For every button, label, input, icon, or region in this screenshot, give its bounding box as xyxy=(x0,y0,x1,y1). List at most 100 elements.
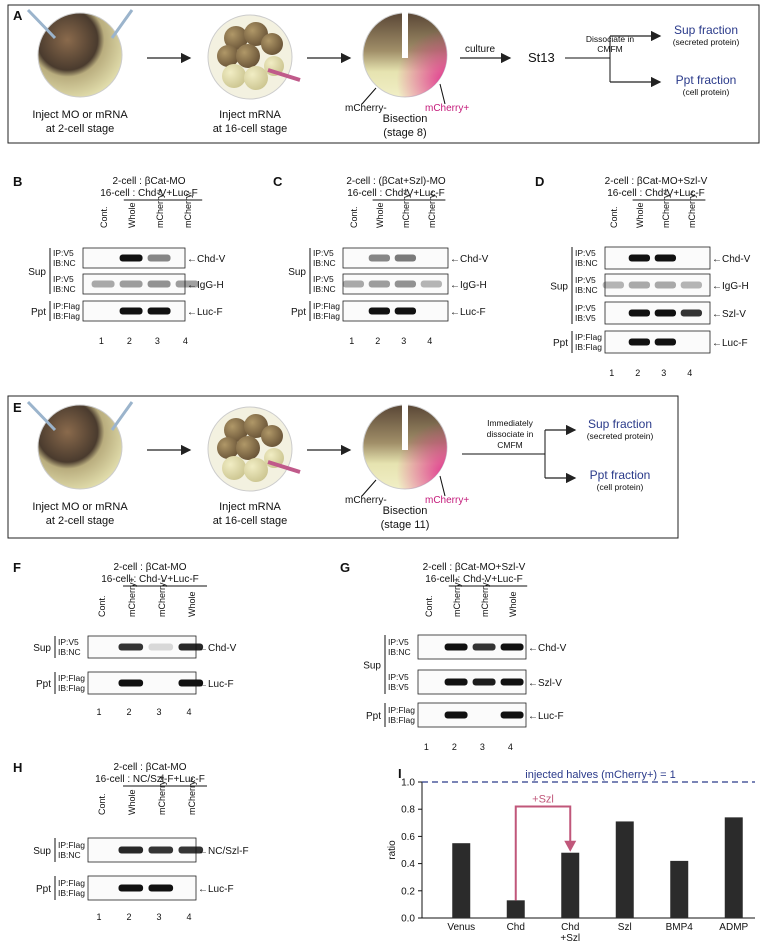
step2-caption-line2: at 16-cell stage xyxy=(213,515,288,527)
y-axis-label: ratio xyxy=(387,840,398,860)
ib-label: IB:NC xyxy=(388,647,411,657)
ppt-fraction-sub: (cell protein) xyxy=(597,482,644,492)
protein-band xyxy=(472,643,496,651)
band-label: ←Chd-V xyxy=(450,254,489,265)
lane-label: Whole xyxy=(375,202,385,228)
ip-label: IP:V5 xyxy=(313,248,334,258)
lane-number: 4 xyxy=(508,742,513,752)
protein-band xyxy=(119,280,143,288)
blot-header-line2: 16-cell : Chd-V+Luc-F xyxy=(425,574,523,585)
protein-band xyxy=(472,678,496,686)
y-tick-label: 0.0 xyxy=(401,914,415,925)
lane-label: Whole xyxy=(508,591,518,617)
bar xyxy=(724,817,743,918)
protein-band xyxy=(368,307,391,315)
ip-label: IP:Flag xyxy=(388,705,415,715)
y-tick-label: 0.4 xyxy=(401,859,415,870)
protein-band xyxy=(119,254,143,262)
lane-number: 4 xyxy=(427,336,432,346)
ib-label: IB:NC xyxy=(58,647,81,657)
protein-band xyxy=(148,884,174,892)
protein-band xyxy=(178,679,204,687)
panel-d: D 2-cell : βCat-MO+Szl-V16-cell : Chd-V+L… xyxy=(535,174,751,378)
ip-label: IP:V5 xyxy=(53,248,74,258)
step2-caption-line2: at 16-cell stage xyxy=(213,123,288,135)
protein-band xyxy=(147,307,171,315)
szl-arrow xyxy=(514,805,572,901)
protein-band xyxy=(654,281,677,289)
ip-label: IP:Flag xyxy=(58,878,85,888)
lane-number: 3 xyxy=(156,912,161,922)
lane-number: 4 xyxy=(687,368,692,378)
ip-label: IP:V5 xyxy=(313,274,334,284)
protein-band xyxy=(680,309,703,317)
ppt-fraction-label: Ppt fraction xyxy=(676,73,737,87)
band-label: ←IgG-H xyxy=(712,281,749,292)
protein-band xyxy=(394,280,417,288)
lane-label: mCherry- xyxy=(687,190,697,228)
protein-band xyxy=(680,281,703,289)
lane-number: 1 xyxy=(609,368,614,378)
lane-number: 3 xyxy=(661,368,666,378)
lane-number: 4 xyxy=(186,707,191,717)
lane-number: 1 xyxy=(349,336,354,346)
ib-label: IB:V5 xyxy=(575,313,596,323)
bar xyxy=(561,852,580,918)
protein-band xyxy=(178,643,204,651)
band-label: ←Luc-F xyxy=(198,679,234,690)
lane-label: mCherry+ xyxy=(452,577,462,617)
protein-band xyxy=(118,884,144,892)
step1-caption-line2: at 2-cell stage xyxy=(46,123,114,135)
group-label-sup: Sup xyxy=(33,846,51,857)
lane-label: Cont. xyxy=(97,793,107,815)
lane-label: mCherry+ xyxy=(127,577,137,617)
bisected-egg-illustration xyxy=(361,12,448,105)
ip-label: IP:V5 xyxy=(575,303,596,313)
step3-caption-line2: (stage 11) xyxy=(381,519,430,531)
stage-label: St13 xyxy=(528,50,555,65)
lane-label: mCherry- xyxy=(187,777,197,815)
ip-label: IP:Flag xyxy=(58,673,85,683)
protein-band xyxy=(147,280,171,288)
lane-label: Cont. xyxy=(99,206,109,228)
protein-band xyxy=(342,280,365,288)
blot-header-line1: 2-cell : βCat-MO xyxy=(114,562,187,573)
mcherry-plus-label: mCherry+ xyxy=(425,495,469,506)
ip-label: IP:V5 xyxy=(58,637,79,647)
dissociate-label-line3: CMFM xyxy=(497,440,523,450)
protein-band xyxy=(148,643,174,651)
step3-caption-line1: Bisection xyxy=(383,505,428,517)
mcherry-plus-label: mCherry+ xyxy=(425,103,469,114)
lane-number: 3 xyxy=(480,742,485,752)
group-label-ppt: Ppt xyxy=(366,711,381,722)
protein-band xyxy=(420,280,443,288)
panel-letter: H xyxy=(13,760,22,775)
ib-label: IB:NC xyxy=(53,258,76,268)
group-label-sup: Sup xyxy=(550,282,568,293)
x-tick-label: Chd xyxy=(507,922,525,933)
sup-fraction-label: Sup fraction xyxy=(674,23,738,37)
ib-label: IB:NC xyxy=(53,284,76,294)
dissociate-label-line2: dissociate in xyxy=(487,429,534,439)
group-label-ppt: Ppt xyxy=(31,307,46,318)
band-label: ←Luc-F xyxy=(712,338,748,349)
two-cell-egg-illustration xyxy=(26,8,134,98)
y-tick-label: 0.8 xyxy=(401,805,415,816)
y-tick-label: 0.2 xyxy=(401,886,415,897)
panel-letter: A xyxy=(13,8,23,23)
lane-label: mCherry- xyxy=(183,190,193,228)
protein-band xyxy=(175,280,199,288)
lane-label: mCherry+ xyxy=(401,188,411,228)
ib-label: IB:NC xyxy=(575,258,598,268)
lane-label: mCherry+ xyxy=(157,775,167,815)
lane-label: Whole xyxy=(187,591,197,617)
protein-band xyxy=(394,254,417,262)
group-label-ppt: Ppt xyxy=(36,884,51,895)
protein-band xyxy=(444,678,468,686)
lane-number: 4 xyxy=(183,336,188,346)
